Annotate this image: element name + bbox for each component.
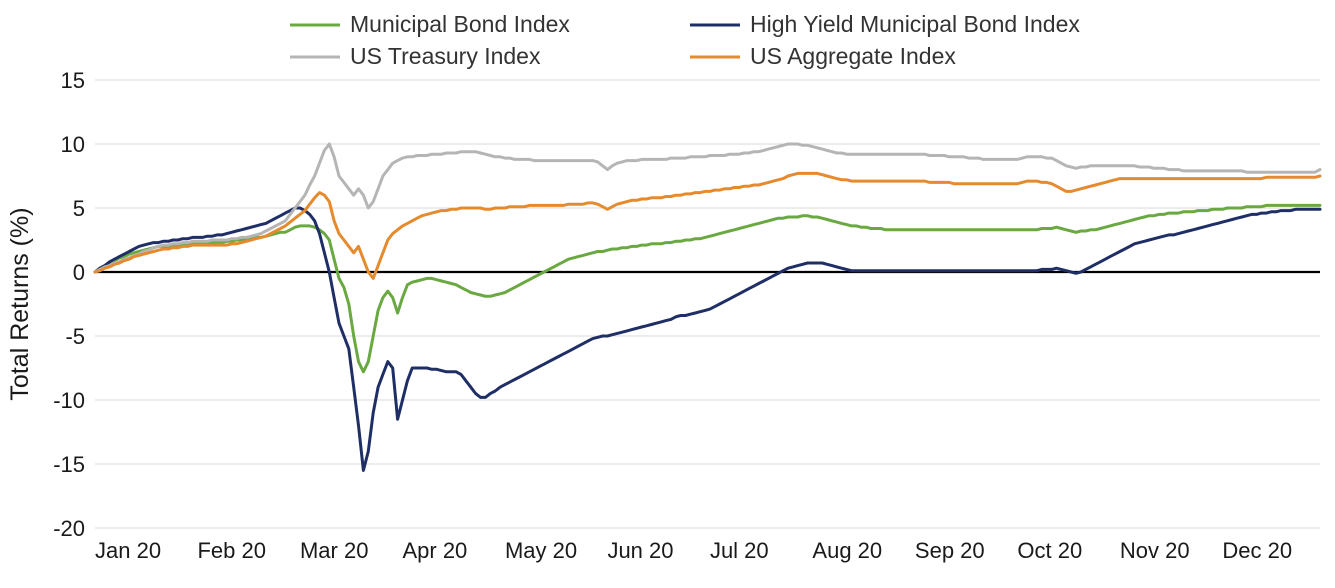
- ytick-label: -5: [65, 324, 85, 349]
- xtick-label: Sep 20: [915, 538, 985, 563]
- legend-label: High Yield Municipal Bond Index: [750, 11, 1080, 37]
- xtick-label: Jan 20: [95, 538, 161, 563]
- ytick-label: -20: [53, 516, 85, 541]
- xtick-label: Apr 20: [402, 538, 467, 563]
- chart-svg: -20 -15 -10 -5 0 5 10 15 Jan 20 Feb 20 Mar 20 Apr 2…: [0, 0, 1335, 588]
- xtick-label: Jul 20: [710, 538, 769, 563]
- xtick-label: Jun 20: [607, 538, 673, 563]
- xtick-label: Oct 20: [1017, 538, 1082, 563]
- legend-label: US Aggregate Index: [750, 43, 956, 69]
- ytick-label: -15: [53, 452, 85, 477]
- xtick-label: Dec 20: [1222, 538, 1292, 563]
- xtick-label: Aug 20: [812, 538, 882, 563]
- xtick-label: Feb 20: [197, 538, 266, 563]
- ytick-label: 10: [61, 132, 85, 157]
- xtick-label: May 20: [505, 538, 577, 563]
- line-chart: -20 -15 -10 -5 0 5 10 15 Jan 20 Feb 20 Mar 20 Apr 2…: [0, 0, 1335, 588]
- ytick-label: 15: [61, 68, 85, 93]
- ytick-label: -10: [53, 388, 85, 413]
- ytick-label: 0: [73, 260, 85, 285]
- y-axis-label: Total Returns (%): [6, 207, 34, 400]
- ytick-label: 5: [73, 196, 85, 221]
- xtick-label: Nov 20: [1120, 538, 1190, 563]
- legend-label: Municipal Bond Index: [350, 11, 570, 37]
- legend-label: US Treasury Index: [350, 43, 541, 69]
- xtick-label: Mar 20: [300, 538, 368, 563]
